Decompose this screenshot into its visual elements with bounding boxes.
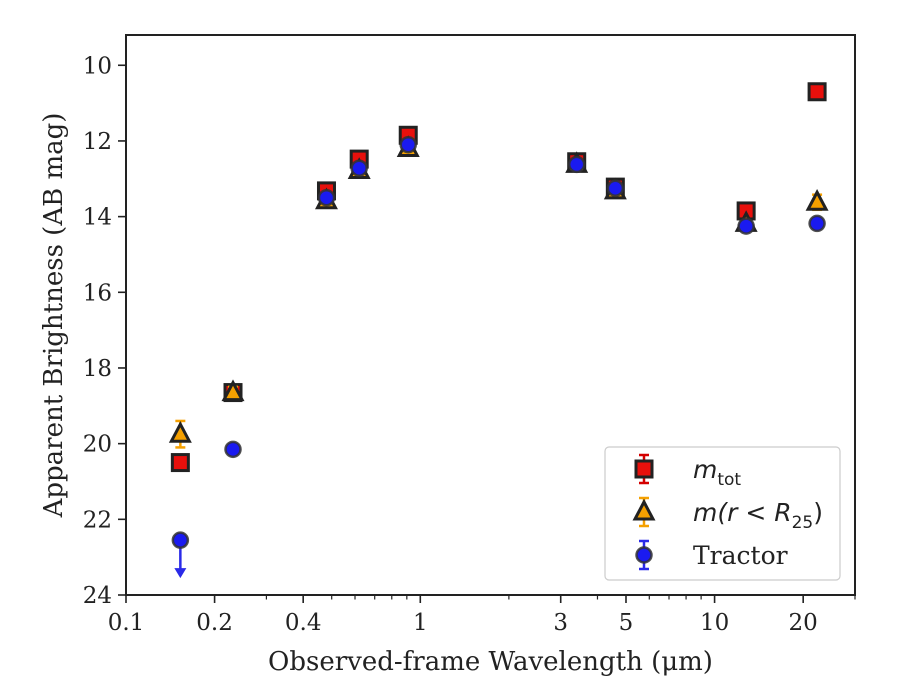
x-tick-label: 3 — [553, 610, 568, 636]
legend-box — [604, 446, 841, 581]
x-axis-label: Observed-frame Wavelength (μm) — [268, 647, 713, 677]
legend-marker — [632, 498, 656, 521]
y-tick-label: 12 — [83, 129, 112, 155]
upper-limit-arrowhead — [174, 568, 187, 579]
y-axis-label: Apparent Brightness (AB mag) — [39, 113, 69, 519]
legend: mtot m(r < R25) Tractor — [604, 446, 841, 581]
plot-frame — [125, 34, 856, 596]
data-point — [221, 379, 245, 402]
legend-entry-2: Tractor — [635, 539, 788, 571]
y-tick-label: 22 — [83, 507, 112, 533]
y-tick-label: 10 — [83, 53, 112, 79]
x-tick-label: 0.2 — [196, 610, 233, 636]
data-point — [567, 155, 586, 174]
data-point — [808, 214, 826, 233]
x-tick-label: 0.1 — [108, 610, 145, 636]
data-point — [168, 420, 192, 443]
y-tick-label: 20 — [83, 432, 112, 458]
legend-marker — [634, 459, 654, 479]
y-tick-label: 14 — [83, 205, 112, 231]
x-tick-label: 10 — [700, 610, 729, 636]
legend-entry-0: mtot — [634, 453, 741, 490]
series-0 — [170, 82, 827, 473]
data-point — [606, 179, 625, 197]
legend-label: mtot — [693, 455, 741, 490]
legend-label: m(r < R25) — [693, 498, 823, 533]
x-tick-label: 1 — [413, 610, 428, 636]
x-tick-label: 0.4 — [285, 610, 322, 636]
y-tick-label: 24 — [83, 583, 112, 609]
legend-label: Tractor — [693, 541, 788, 570]
data-point — [170, 453, 190, 473]
axis-ticks: 0.1 0.2 0.4 1 3 5 10 20 10 12 14 16 18 20 22 24 — [83, 53, 856, 636]
data-point — [350, 159, 368, 177]
plot-marks — [168, 82, 829, 579]
y-tick-label: 18 — [83, 356, 112, 382]
data-point — [171, 531, 190, 549]
legend-entry-1: m(r < R25) — [632, 496, 823, 533]
data-point — [399, 135, 417, 154]
data-point — [737, 217, 755, 235]
series-1 — [168, 135, 829, 449]
data-point — [807, 82, 827, 102]
x-tick-label: 5 — [619, 610, 634, 636]
y-tick-label: 16 — [83, 280, 112, 306]
data-point — [805, 189, 829, 211]
x-tick-label: 20 — [789, 610, 818, 636]
legend-marker — [635, 546, 653, 564]
data-point — [317, 188, 336, 207]
series-2 — [171, 135, 826, 579]
data-point — [224, 440, 242, 459]
